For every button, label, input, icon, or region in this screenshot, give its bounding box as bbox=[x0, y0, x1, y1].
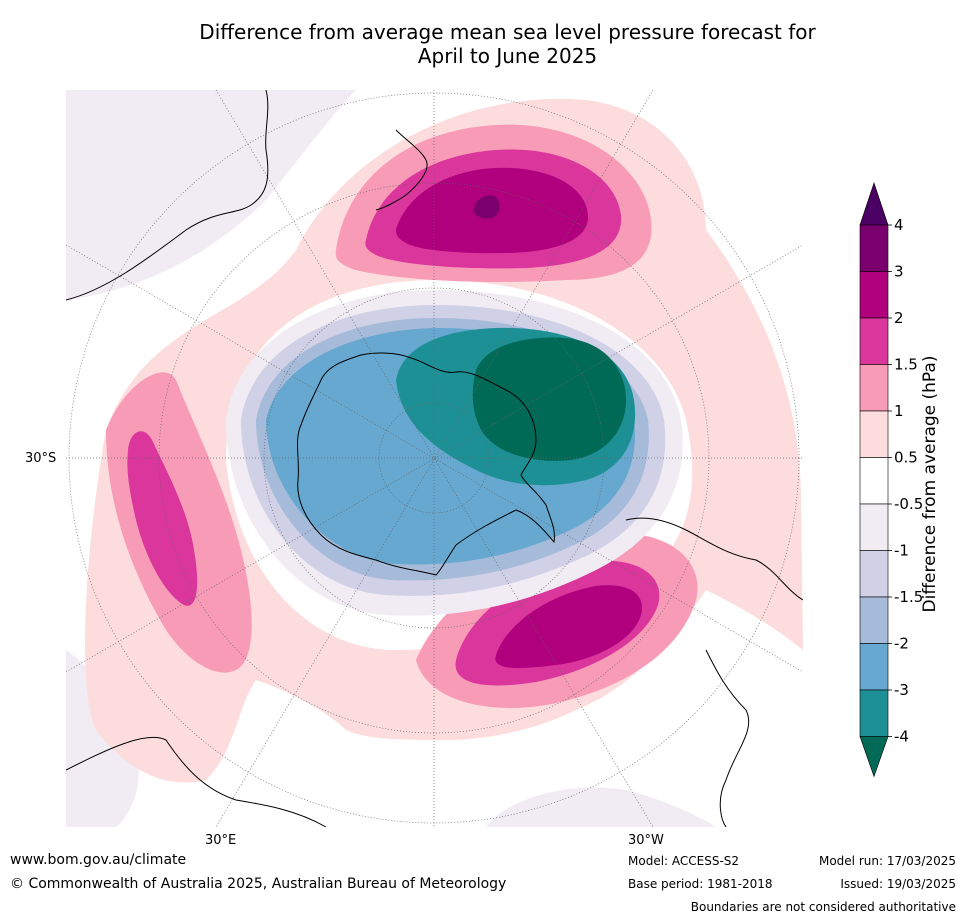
south-america-coastline bbox=[625, 517, 803, 827]
colorbar-segment bbox=[859, 271, 889, 319]
antarctica-coastline bbox=[297, 352, 555, 576]
colorbar-tick-label: -3 bbox=[894, 681, 909, 699]
neg-area-australia bbox=[66, 90, 356, 300]
colorbar-tick-label: 3 bbox=[894, 263, 904, 281]
africa-coastline bbox=[66, 736, 327, 827]
colorbar-tick-label: -4 bbox=[894, 728, 909, 746]
colorbar-under-triangle bbox=[859, 736, 889, 778]
base-period-text: Base period: 1981-2018 bbox=[628, 877, 773, 891]
colorbar-segment bbox=[859, 689, 889, 737]
colorbar-tick-label: -2 bbox=[894, 635, 909, 653]
colorbar-segment bbox=[859, 503, 889, 551]
neg-core-4 bbox=[472, 337, 626, 461]
pressure-anomaly-map bbox=[66, 90, 803, 827]
pos-atlantic-2 bbox=[495, 585, 642, 668]
graticule bbox=[66, 90, 803, 827]
longitude-label-30w: 30°W bbox=[628, 833, 664, 848]
colorbar-tick-label: 1.5 bbox=[894, 356, 918, 374]
colorbar-segment bbox=[859, 317, 889, 365]
colorbar-tick-label: 4 bbox=[894, 216, 904, 234]
issued-text: Issued: 19/03/2025 bbox=[840, 877, 956, 891]
australia-coastline bbox=[66, 90, 269, 301]
disclaimer-text: Boundaries are not considered authoritat… bbox=[690, 900, 956, 914]
colorbar-tick-label: 2 bbox=[894, 309, 904, 327]
colorbar-over-triangle bbox=[859, 182, 889, 226]
colorbar-title: Difference from average (hPa) bbox=[920, 355, 940, 613]
pos-nz-3 bbox=[473, 195, 500, 219]
colorbar-tick-label: 0.5 bbox=[894, 449, 918, 467]
colorbar-segment bbox=[859, 596, 889, 644]
map-title: Difference from average mean sea level p… bbox=[0, 20, 965, 68]
new-zealand-coastline bbox=[375, 129, 428, 211]
colorbar-segment bbox=[859, 550, 889, 598]
colorbar: 4 3 2 1.5 1 0.5 -0.5 -1 -1.5 -2 -3 -4 bbox=[859, 182, 923, 778]
title-line-1: Difference from average mean sea level p… bbox=[199, 20, 816, 44]
colorbar-tick-label: -1.5 bbox=[894, 588, 923, 606]
longitude-label-30e: 30°E bbox=[205, 833, 237, 848]
model-run-text: Model run: 17/03/2025 bbox=[818, 854, 956, 868]
latitude-label: 30°S bbox=[25, 451, 57, 466]
colorbar-tick-label: -0.5 bbox=[894, 495, 923, 513]
colorbar-segment bbox=[859, 364, 889, 412]
colorbar-segment bbox=[859, 643, 889, 691]
website-text: www.bom.gov.au/climate bbox=[10, 852, 187, 868]
colorbar-segment bbox=[859, 410, 889, 458]
colorbar-tick-label: -1 bbox=[894, 542, 909, 560]
colorbar-segment bbox=[859, 457, 889, 505]
title-line-2: April to June 2025 bbox=[417, 44, 598, 68]
neg-area-africa bbox=[66, 650, 139, 827]
neg-area-south-america bbox=[486, 787, 716, 827]
colorbar-tick-label: 1 bbox=[894, 402, 904, 420]
colorbar-segment bbox=[859, 224, 889, 272]
copyright-text: © Commonwealth of Australia 2025, Austra… bbox=[10, 876, 507, 892]
model-text: Model: ACCESS-S2 bbox=[628, 854, 740, 868]
